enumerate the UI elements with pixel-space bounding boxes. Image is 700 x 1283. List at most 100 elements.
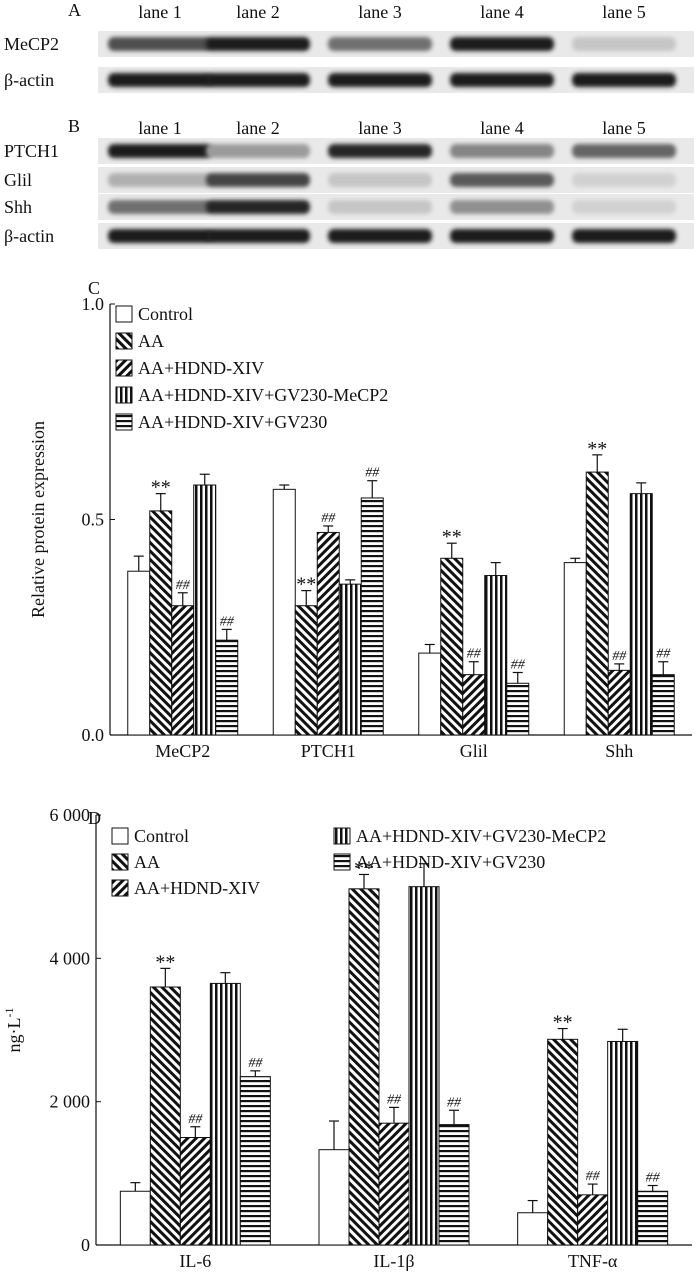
legend-label: AA+HDND-XIV+GV230-MeCP2 bbox=[138, 385, 388, 405]
bar bbox=[517, 1212, 549, 1246]
significance-mark: ** bbox=[587, 438, 607, 460]
bar bbox=[272, 488, 296, 736]
blot-band bbox=[108, 37, 212, 51]
blot-band bbox=[450, 200, 554, 214]
panel-c-label: C bbox=[88, 278, 100, 298]
blot-band bbox=[108, 144, 212, 158]
bar bbox=[484, 575, 508, 736]
significance-mark: ## bbox=[188, 1112, 203, 1127]
x-tick-label: Shh bbox=[605, 741, 633, 761]
legend-swatch bbox=[115, 359, 133, 377]
significance-mark: ## bbox=[387, 1092, 402, 1107]
lane-label: lane 5 bbox=[602, 2, 645, 22]
panel-b-blot: B lane 1 lane 2 lane 3 lane 4 lane 5 PTCH1 Gl… bbox=[4, 116, 694, 249]
bar bbox=[318, 1149, 350, 1246]
bar bbox=[629, 493, 653, 736]
blot-band bbox=[328, 173, 432, 187]
bar bbox=[179, 1137, 211, 1246]
legend-swatch bbox=[111, 853, 129, 871]
y-axis-label: Relative protein expression bbox=[28, 421, 48, 618]
legend-label: Control bbox=[134, 826, 189, 846]
legend-swatch bbox=[111, 827, 129, 845]
bar bbox=[215, 639, 239, 736]
y-axis-label: ng·L-1 bbox=[2, 1008, 24, 1053]
blot-band bbox=[450, 144, 554, 158]
legend-swatch bbox=[115, 413, 133, 431]
legend-swatch bbox=[115, 332, 133, 350]
bar bbox=[637, 1190, 669, 1246]
legend-label: AA+HDND-XIV+GV230-MeCP2 bbox=[356, 826, 606, 846]
blot-band bbox=[328, 73, 432, 87]
lane-label: lane 2 bbox=[236, 118, 279, 138]
significance-mark: ## bbox=[646, 1171, 661, 1186]
y-tick-label: 4 000 bbox=[50, 948, 91, 968]
blot-band bbox=[206, 144, 310, 158]
bar bbox=[316, 531, 340, 736]
significance-mark: ** bbox=[155, 951, 175, 973]
panel-c-chart: C 0.0 0.5 1.0 Relative protein expression Me… bbox=[28, 278, 692, 761]
bar bbox=[563, 562, 587, 736]
lane-label: lane 1 bbox=[138, 2, 181, 22]
bar bbox=[127, 570, 151, 736]
legend-label: AA bbox=[134, 852, 160, 872]
bar bbox=[418, 652, 442, 736]
bar bbox=[119, 1190, 151, 1246]
blot-band bbox=[572, 200, 676, 214]
y-tick-label: 1.0 bbox=[82, 294, 105, 314]
blot-band bbox=[328, 37, 432, 51]
lane-label: lane 4 bbox=[480, 2, 523, 22]
blot-band bbox=[450, 229, 554, 243]
lane-label: lane 4 bbox=[480, 118, 523, 138]
bar bbox=[506, 682, 530, 736]
bar bbox=[338, 583, 362, 736]
y-axis-label-sup: -1 bbox=[2, 1008, 16, 1018]
y-tick-label: 0.0 bbox=[82, 725, 105, 745]
blot-band bbox=[206, 229, 310, 243]
legend-swatch bbox=[333, 827, 351, 845]
panel-a-blot: A lane 1 lane 2 lane 3 lane 4 lane 5 MeCP2 β-… bbox=[4, 0, 694, 93]
bar bbox=[149, 510, 173, 736]
blot-row-label: MeCP2 bbox=[4, 34, 59, 54]
bar bbox=[149, 986, 181, 1246]
significance-mark: ** bbox=[296, 574, 316, 596]
bar bbox=[294, 605, 318, 736]
blot-band bbox=[572, 73, 676, 87]
legend-label: AA+HDND-XIV+GV230 bbox=[356, 852, 545, 872]
significance-mark: ## bbox=[656, 647, 671, 662]
bar bbox=[462, 674, 486, 736]
y-tick-label: 0.5 bbox=[82, 510, 105, 530]
blot-band bbox=[450, 37, 554, 51]
x-tick-label: IL-1β bbox=[373, 1251, 414, 1271]
legend-swatch bbox=[115, 305, 133, 323]
blot-row-label: Glil bbox=[4, 170, 32, 190]
legend-swatch bbox=[115, 386, 133, 404]
y-tick-label: 6 000 bbox=[50, 805, 91, 825]
x-tick-label: MeCP2 bbox=[155, 741, 210, 761]
significance-mark: ** bbox=[442, 526, 462, 548]
blot-band bbox=[572, 144, 676, 158]
lane-label: lane 1 bbox=[138, 118, 181, 138]
panel-b-label: B bbox=[68, 116, 80, 136]
significance-mark: ## bbox=[612, 649, 627, 664]
panel-a-label: A bbox=[68, 0, 81, 20]
legend-swatch bbox=[111, 879, 129, 897]
legend-swatch bbox=[333, 853, 351, 871]
blot-band bbox=[108, 229, 212, 243]
significance-mark: ## bbox=[467, 647, 482, 662]
significance-mark: ** bbox=[151, 477, 171, 499]
blot-band bbox=[108, 73, 212, 87]
bar bbox=[193, 484, 217, 736]
lane-label: lane 2 bbox=[236, 2, 279, 22]
blot-band bbox=[206, 73, 310, 87]
blot-band bbox=[108, 200, 212, 214]
bar bbox=[209, 982, 241, 1246]
bar bbox=[440, 557, 464, 736]
blot-row-label: PTCH1 bbox=[4, 141, 59, 161]
lane-label: lane 3 bbox=[358, 2, 401, 22]
x-tick-label: Glil bbox=[460, 741, 488, 761]
significance-mark: ## bbox=[176, 578, 191, 593]
blot-band bbox=[450, 73, 554, 87]
y-tick-label: 2 000 bbox=[50, 1092, 91, 1112]
significance-mark: ## bbox=[586, 1169, 601, 1184]
